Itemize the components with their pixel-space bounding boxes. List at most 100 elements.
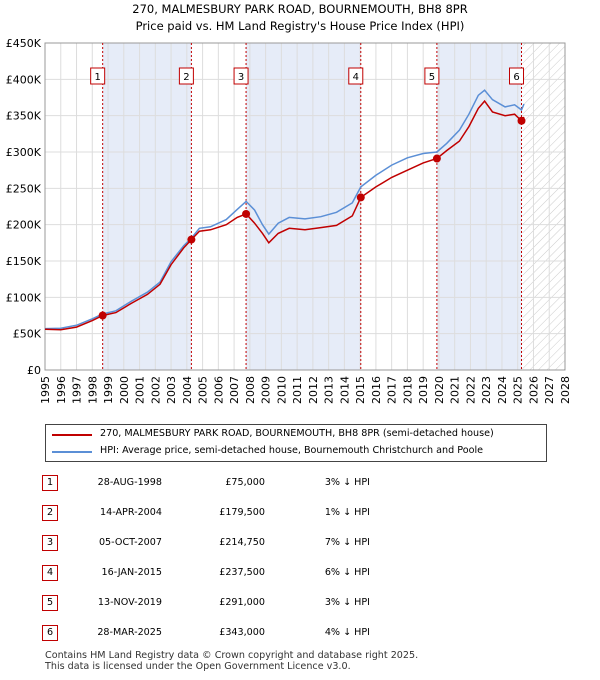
sale-marker-badge: 3: [42, 535, 58, 551]
x-tick-label: 2021: [449, 376, 462, 404]
x-tick-label: 2018: [401, 376, 414, 404]
x-tick-label: 2015: [354, 376, 367, 404]
sale-date: 13-NOV-2019: [97, 597, 162, 608]
x-tick-label: 2028: [559, 376, 572, 404]
sale-marker-box: [90, 67, 106, 85]
x-tick-label: 2026: [527, 376, 540, 404]
plot-frame: [44, 42, 566, 371]
sale-hpi-diff: 1% ↓ HPI: [324, 507, 370, 518]
x-tick-label: 2025: [512, 376, 525, 404]
sale-marker-box: [348, 67, 364, 85]
price-chart: 270, MALMESBURY PARK ROAD, BOURNEMOUTH, …: [6, 2, 572, 404]
y-tick-label: £50K: [13, 328, 42, 341]
sale-hpi-diff: 6% ↓ HPI: [324, 567, 370, 578]
sale-row: 4 16-JAN-2015 £237,500 6% ↓ HPI: [0, 562, 600, 584]
x-tick-label: 2012: [307, 376, 320, 404]
sale-price: £291,000: [219, 597, 265, 608]
sale-marker-label: 5: [429, 72, 435, 83]
y-tick-label: £150K: [6, 255, 42, 268]
x-tick-label: 2001: [134, 376, 147, 404]
x-tick-label: 2010: [275, 376, 288, 404]
x-tick-label: 2017: [386, 376, 399, 404]
x-tick-label: 2016: [370, 376, 383, 404]
sale-price: £179,500: [219, 507, 265, 518]
footer-attribution: Contains HM Land Registry data © Crown c…: [45, 650, 418, 672]
x-tick-label: 2004: [181, 376, 194, 404]
footer-line-1: Contains HM Land Registry data © Crown c…: [45, 650, 419, 661]
y-tick-label: £200K: [6, 219, 42, 232]
sale-row: 5 13-NOV-2019 £291,000 3% ↓ HPI: [0, 592, 600, 614]
sale-marker-label: 6: [513, 72, 519, 83]
future-hatch: [522, 43, 565, 370]
x-tick-label: 2020: [433, 376, 446, 404]
sale-date: 28-AUG-1998: [97, 477, 162, 488]
sale-point: [356, 193, 365, 202]
sale-row: 1 28-AUG-1998 £75,000 3% ↓ HPI: [0, 472, 600, 494]
x-tick-label: 2000: [118, 376, 131, 404]
x-tick-label: 2019: [417, 376, 430, 404]
x-tick-label: 1996: [55, 376, 68, 404]
sale-marker-badge: 6: [42, 625, 58, 641]
y-tick-label: £100K: [6, 291, 42, 304]
sale-marker-badge: 1: [42, 475, 58, 491]
sale-marker-label: 1: [94, 72, 100, 83]
x-tick-label: 2023: [480, 376, 493, 404]
sale-hpi-diff: 3% ↓ HPI: [324, 477, 370, 488]
y-tick-label: £350K: [6, 110, 42, 123]
y-tick-label: £0: [27, 364, 41, 377]
sale-marker-label: 3: [238, 72, 244, 83]
sale-price: £214,750: [219, 537, 265, 548]
sale-point: [432, 154, 441, 163]
sale-marker-badge: 4: [42, 565, 58, 581]
x-tick-label: 1997: [71, 376, 84, 404]
legend: 270, MALMESBURY PARK ROAD, BOURNEMOUTH, …: [45, 424, 547, 462]
chart-title: 270, MALMESBURY PARK ROAD, BOURNEMOUTH, …: [132, 2, 467, 16]
sale-price: £75,000: [225, 477, 265, 488]
ownership-band: [102, 43, 192, 370]
property-price-line: [44, 99, 525, 331]
footer-line-2: This data is licensed under the Open Gov…: [45, 661, 351, 672]
legend-label-property: 270, MALMESBURY PARK ROAD, BOURNEMOUTH, …: [100, 428, 494, 439]
sale-marker-box: [509, 67, 525, 85]
sale-row: 2 14-APR-2004 £179,500 1% ↓ HPI: [0, 502, 600, 524]
y-tick-label: £250K: [6, 182, 42, 195]
x-tick-label: 2024: [496, 376, 509, 404]
sale-marker-label: 4: [353, 72, 359, 83]
legend-swatch-property: [52, 434, 92, 436]
sale-marker-box: [424, 67, 440, 85]
sale-marker-box: [233, 67, 249, 85]
sale-date: 05-OCT-2007: [98, 537, 162, 548]
legend-item-hpi: HPI: Average price, semi-detached house,…: [46, 444, 546, 460]
x-tick-label: 2013: [323, 376, 336, 404]
sale-point: [98, 311, 107, 320]
x-tick-label: 2027: [543, 376, 556, 404]
x-tick-label: 2007: [228, 376, 241, 404]
sale-marker-box: [178, 67, 194, 85]
sale-point: [517, 116, 526, 125]
sale-hpi-diff: 7% ↓ HPI: [324, 537, 370, 548]
sale-marker-label: 2: [183, 72, 189, 83]
x-tick-label: 1995: [39, 376, 52, 404]
x-tick-label: 2003: [165, 376, 178, 404]
sale-hpi-diff: 4% ↓ HPI: [324, 627, 370, 638]
y-tick-label: £450K: [6, 37, 42, 50]
sale-point: [187, 235, 196, 244]
sale-hpi-diff: 3% ↓ HPI: [324, 597, 370, 608]
sale-row: 3 05-OCT-2007 £214,750 7% ↓ HPI: [0, 532, 600, 554]
x-tick-label: 2011: [291, 376, 304, 404]
sale-date: 28-MAR-2025: [97, 627, 162, 638]
x-tick-label: 2008: [244, 376, 257, 404]
x-tick-label: 2005: [197, 376, 210, 404]
legend-label-hpi: HPI: Average price, semi-detached house,…: [100, 445, 484, 456]
sale-marker-badge: 2: [42, 505, 58, 521]
x-tick-label: 2002: [149, 376, 162, 404]
ownership-band: [246, 43, 361, 370]
sale-price: £237,500: [219, 567, 265, 578]
y-tick-label: £300K: [6, 146, 42, 159]
x-tick-label: 1999: [102, 376, 115, 404]
sale-date: 16-JAN-2015: [101, 567, 162, 578]
sale-row: 6 28-MAR-2025 £343,000 4% ↓ HPI: [0, 622, 600, 644]
legend-swatch-hpi: [52, 451, 92, 453]
x-tick-label: 2014: [338, 376, 351, 404]
y-tick-label: £400K: [6, 73, 42, 86]
